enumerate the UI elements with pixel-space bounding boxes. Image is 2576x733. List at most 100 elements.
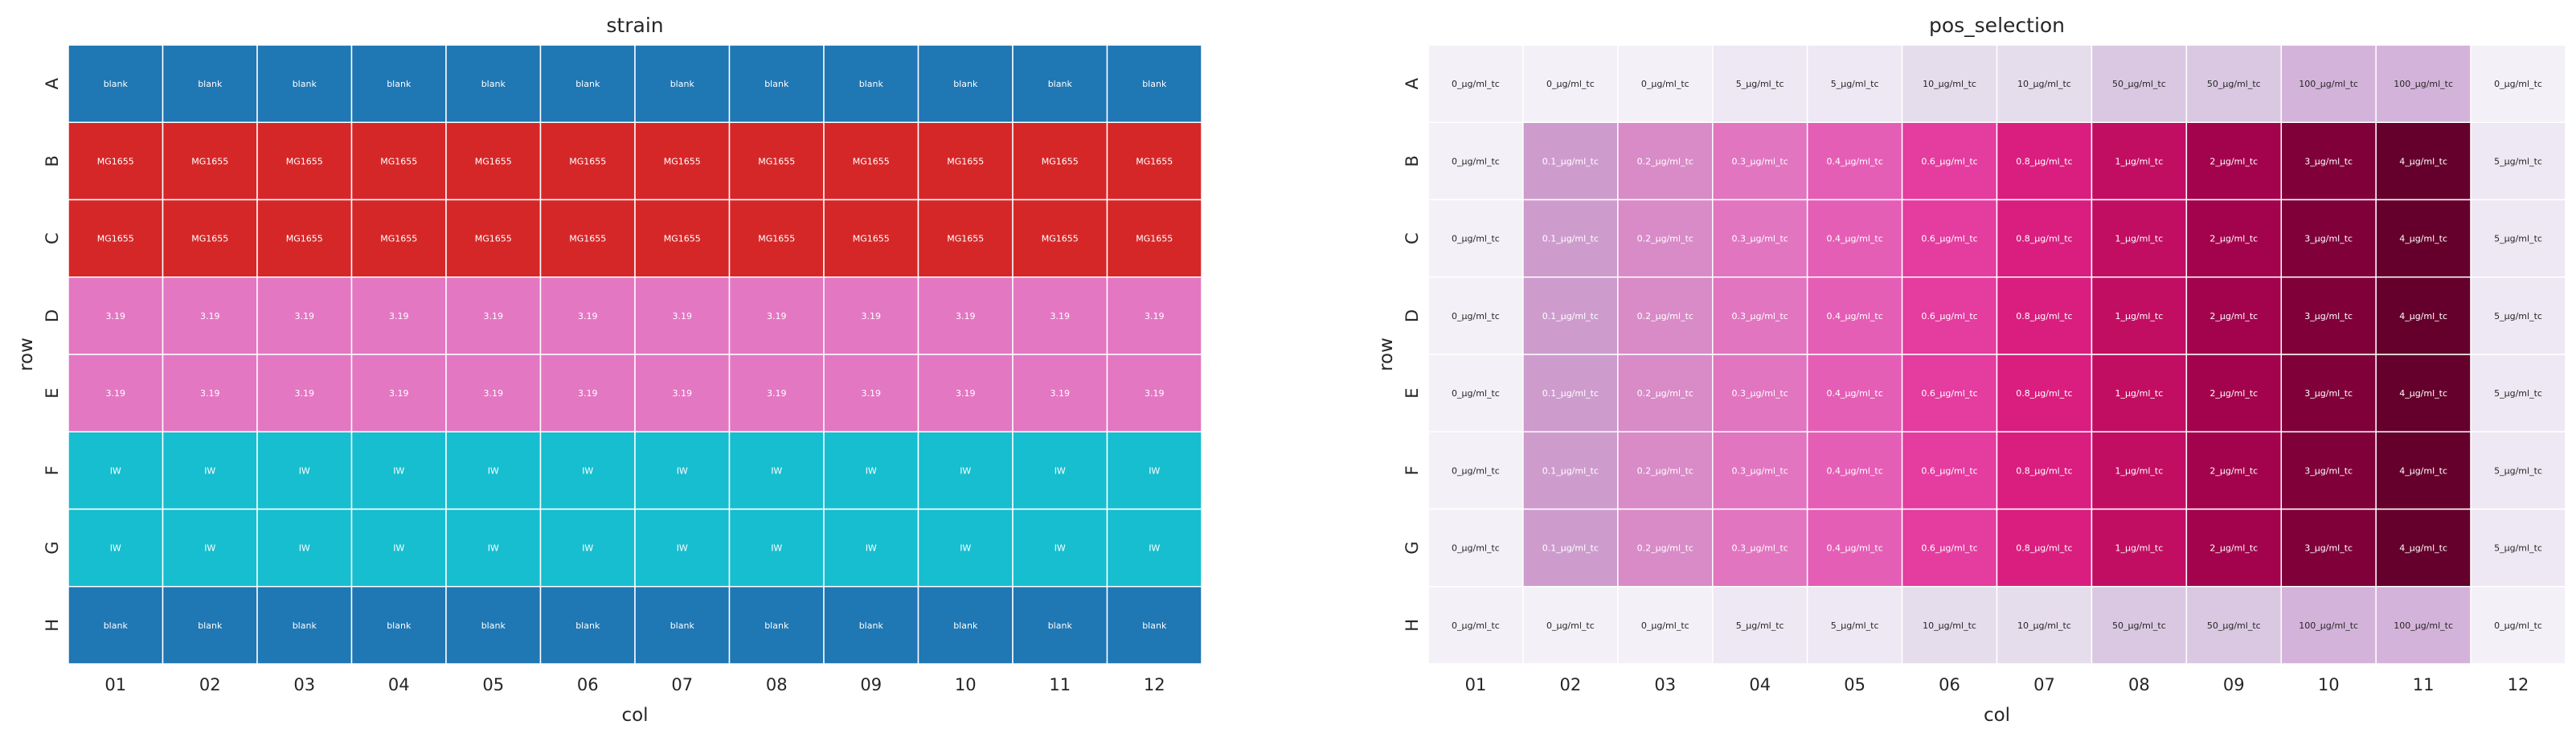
heatmap-cell [539, 44, 636, 123]
cell-label: 3.19 [673, 311, 693, 321]
heatmap-cell [2470, 354, 2566, 432]
heatmap-cell [2470, 44, 2566, 123]
cell-label: IW [771, 543, 782, 554]
heatmap-cell [1106, 508, 1202, 588]
heatmap-cell [1522, 354, 1619, 432]
cell-label: 50_µg/ml_tc [2112, 79, 2166, 89]
heatmap-cell [1712, 354, 1808, 432]
heatmap-cell [1427, 44, 1524, 123]
cell-label: IW [204, 465, 215, 476]
x-tick-label: 05 [482, 675, 504, 694]
heatmap-cell [1427, 199, 1524, 278]
cell-label: 50_µg/ml_tc [2112, 620, 2166, 631]
cell-label: 0.3_µg/ml_tc [1732, 543, 1788, 554]
heatmap-cell [1806, 508, 1903, 588]
cell-label: 0.2_µg/ml_tc [1637, 543, 1693, 554]
heatmap-cell [1522, 121, 1619, 201]
heatmap-cell [634, 508, 731, 588]
cell-label: MG1655 [947, 234, 984, 244]
y-tick-label: D [1403, 309, 1422, 322]
cell-label: 3.19 [1050, 311, 1071, 321]
heatmap-cell [2470, 508, 2566, 588]
cell-label: blank [481, 79, 506, 89]
cell-label: 3_µg/ml_tc [2304, 234, 2353, 244]
y-axis-label: row [16, 338, 37, 371]
x-axis-label: col [1984, 705, 2010, 726]
heatmap-cell [2470, 121, 2566, 201]
cell-label: MG1655 [1136, 156, 1173, 166]
cell-label: 0_µg/ml_tc [1452, 388, 1500, 399]
heatmap-cell [1996, 121, 2093, 201]
cell-label: blank [953, 620, 978, 631]
y-tick-label: C [1403, 232, 1422, 244]
heatmap-cell [445, 354, 542, 432]
cell-label: MG1655 [380, 234, 417, 244]
cell-label: 3.19 [862, 388, 882, 399]
heatmap-cell [256, 586, 353, 665]
heatmap-cell [1617, 199, 1714, 278]
cell-label: IW [1149, 465, 1160, 476]
heatmap-cell [256, 276, 353, 355]
cell-label: IW [677, 543, 688, 554]
heatmap-cell [539, 508, 636, 588]
heatmap-cell [2091, 431, 2188, 510]
cell-label: IW [204, 543, 215, 554]
x-tick-label: 05 [1844, 675, 1865, 694]
x-tick-label: 03 [1654, 675, 1676, 694]
cell-label: blank [670, 79, 695, 89]
cell-label: 3.19 [1050, 388, 1071, 399]
cell-label: 4_µg/ml_tc [2399, 388, 2447, 399]
cell-label: 0.1_µg/ml_tc [1542, 234, 1599, 244]
heatmap-cell [256, 354, 353, 432]
cell-label: 4_µg/ml_tc [2399, 311, 2447, 321]
cell-label: IW [393, 465, 404, 476]
heatmap-cell [68, 508, 164, 588]
heatmap-cell [728, 431, 825, 510]
heatmap-cell [256, 199, 353, 278]
cell-label: 0_µg/ml_tc [1452, 79, 1500, 89]
cell-label: 1_µg/ml_tc [2115, 311, 2163, 321]
x-tick-label: 06 [577, 675, 599, 694]
cell-label: 0.1_µg/ml_tc [1542, 156, 1599, 166]
cell-label: 0_µg/ml_tc [1546, 620, 1595, 631]
heatmap-cell [728, 354, 825, 432]
cell-label: 1_µg/ml_tc [2115, 156, 2163, 166]
x-tick-label: 11 [1049, 675, 1071, 694]
heatmap-cell [823, 431, 919, 510]
heatmap-cell [2091, 121, 2188, 201]
cell-label: 0.4_µg/ml_tc [1826, 156, 1882, 166]
cell-label: blank [670, 620, 695, 631]
x-tick-label: 10 [955, 675, 977, 694]
cell-label: MG1655 [97, 156, 134, 166]
y-tick-label: C [43, 232, 62, 244]
cell-label: blank [859, 620, 884, 631]
heatmap-cell [1106, 44, 1202, 123]
cell-label: 3.19 [200, 388, 220, 399]
x-tick-label: 12 [1144, 675, 1165, 694]
cell-label: 0.1_µg/ml_tc [1542, 543, 1599, 554]
heatmap-cell [1522, 199, 1619, 278]
cell-label: 0.8_µg/ml_tc [2016, 311, 2072, 321]
heatmap-cell [1427, 431, 1524, 510]
cell-label: 3_µg/ml_tc [2304, 311, 2353, 321]
cell-label: 0_µg/ml_tc [1641, 79, 1689, 89]
cell-label: 5_µg/ml_tc [2494, 234, 2542, 244]
heatmap-cell [1522, 586, 1619, 665]
cell-label: 0.2_µg/ml_tc [1637, 234, 1693, 244]
cell-label: 0.1_µg/ml_tc [1542, 465, 1599, 476]
cell-label: 3.19 [767, 311, 787, 321]
heatmap-cell [1106, 586, 1202, 665]
y-tick-label: F [1403, 465, 1422, 475]
heatmap-cell [2375, 44, 2472, 123]
heatmap-cell [2470, 586, 2566, 665]
heatmap-cell [2280, 276, 2377, 355]
cell-label: 0.6_µg/ml_tc [1921, 311, 1977, 321]
heatmap-cell [68, 586, 164, 665]
cell-label: MG1655 [380, 156, 417, 166]
cell-label: 2_µg/ml_tc [2209, 543, 2258, 554]
cell-label: 4_µg/ml_tc [2399, 465, 2447, 476]
heatmap-cell [350, 431, 447, 510]
cell-label: blank [481, 620, 506, 631]
heatmap-cell [350, 121, 447, 201]
